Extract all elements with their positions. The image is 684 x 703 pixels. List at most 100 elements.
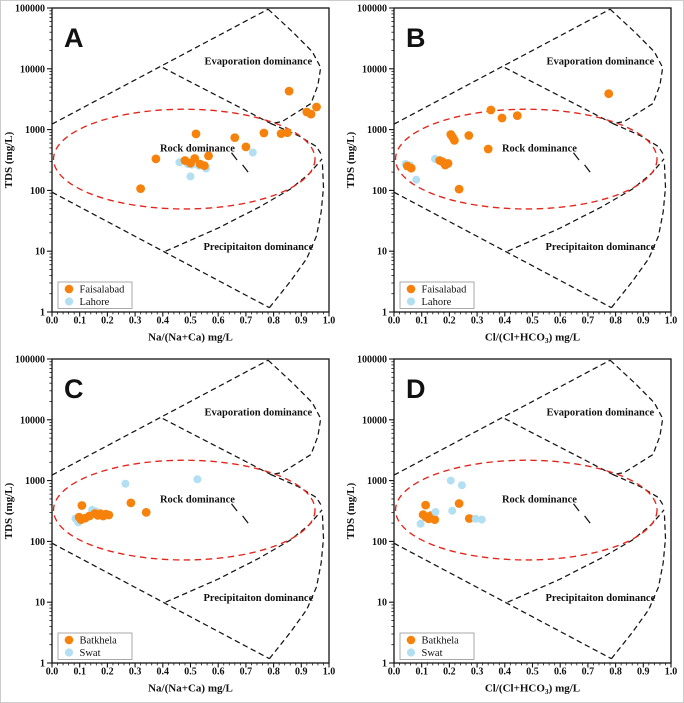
y-axis-tick-label: 10	[35, 247, 45, 258]
x-axis-tick-label: 1.0	[665, 667, 678, 678]
x-axis-tick-label: 0.3	[129, 316, 142, 327]
x-axis-tick-label: 0.9	[637, 316, 650, 327]
rock-dominance-leader-dash	[242, 164, 249, 173]
x-axis-tick-label: 0.1	[415, 316, 428, 327]
data-point-faisalabad	[483, 144, 493, 154]
x-axis-tick-label: 0.6	[554, 667, 567, 678]
y-axis-tick-label: 100	[372, 537, 387, 548]
x-axis-tick-label: 0.1	[73, 667, 86, 678]
data-point-batkhela	[104, 510, 114, 520]
data-point-faisalabad	[241, 142, 251, 152]
y-axis-tick-label: 100000	[15, 4, 45, 15]
gibbs-boundary-line	[51, 191, 270, 309]
x-axis-title: Cl/(Cl+HCO3) mg/L	[485, 683, 580, 697]
panel-d-chart: 0.0 0.1 0.2 0.3 0.4 0.5 0.6 0.7 0.8 0.9 1.0 1 10 100 1…	[345, 355, 678, 697]
data-point-batkhela	[421, 500, 430, 510]
gibbs-boundary-line	[504, 418, 614, 476]
data-point-swat	[416, 519, 425, 528]
y-axis-title: TDS (mg/L)	[345, 482, 357, 539]
y-axis-title: TDS (mg/L)	[345, 131, 357, 188]
data-point-batkhela	[464, 514, 474, 523]
x-axis-tick-label: 0.2	[443, 667, 456, 678]
x-axis-tick-label: 0.0	[46, 316, 59, 327]
y-axis-tick-label: 10	[35, 598, 45, 609]
data-point-faisalabad	[497, 113, 507, 123]
y-axis-tick-label: 10	[377, 247, 387, 258]
gibbs-boundary-line	[507, 158, 665, 252]
annotation-precipitation-dominance: Precipitaiton dominance	[203, 593, 313, 604]
x-axis-tick-label: 0.4	[499, 667, 512, 678]
x-axis-tick-label: 0.9	[295, 667, 308, 678]
annotation-rock-dominance: Rock dominance	[160, 143, 235, 154]
y-axis-tick-label: 10	[377, 598, 387, 609]
x-axis-tick-label: 0.2	[101, 667, 114, 678]
x-axis-tick-label: 0.9	[637, 667, 650, 678]
rock-dominance-leader-dash	[230, 503, 238, 512]
rock-dominance-ellipse	[52, 108, 316, 210]
x-axis-tick-label: 0.6	[212, 316, 225, 327]
data-point-faisalabad	[306, 109, 316, 119]
data-point-batkhela	[454, 499, 464, 508]
data-point-batkhela	[126, 498, 136, 508]
rock-dominance-leader-dash	[584, 515, 591, 524]
gibbs-boundary-line	[270, 122, 323, 157]
legend-swatch-swat	[64, 648, 74, 657]
gibbs-boundary-line	[393, 359, 611, 476]
y-axis-tick-label: 1	[40, 659, 45, 670]
x-axis-tick-label: 0.3	[129, 667, 142, 678]
rock-dominance-ellipse	[394, 108, 658, 210]
data-point-swat	[431, 508, 440, 516]
y-axis-tick-label: 100	[30, 186, 45, 197]
x-axis-tick-label: 0.7	[240, 316, 253, 327]
data-point-faisalabad	[283, 128, 292, 138]
legend-label-faisalabad: Faisalabad	[422, 285, 468, 296]
x-axis-title: Cl/(Cl+HCO3) mg/L	[485, 332, 580, 346]
legend-swatch-swat	[406, 648, 416, 657]
legend-swatch-batkhela	[406, 635, 416, 645]
rock-dominance-ellipse	[394, 459, 658, 561]
legend-label-lahore: Lahore	[422, 297, 452, 308]
gibbs-boundary-line	[51, 542, 270, 660]
data-point-faisalabad	[406, 163, 416, 173]
gibbs-boundary-line	[609, 8, 664, 125]
gibbs-boundary-line	[51, 8, 269, 125]
gibbs-boundary-line	[507, 509, 665, 603]
y-axis-tick-label: 10000	[20, 415, 45, 426]
annotation-rock-dominance: Rock dominance	[502, 494, 577, 505]
x-axis-tick-label: 0.9	[295, 316, 308, 327]
panel-letter: A	[64, 23, 84, 53]
y-axis-tick-label: 10000	[362, 64, 387, 75]
x-axis-tick-label: 0.0	[388, 316, 401, 327]
gibbs-boundary-line	[268, 162, 325, 309]
gibbs-boundary-line	[609, 359, 664, 476]
rock-dominance-leader-dash	[584, 164, 591, 173]
x-axis-tick-label: 0.4	[157, 667, 170, 678]
panel-letter: B	[406, 23, 426, 53]
x-axis-tick-label: 0.7	[582, 667, 595, 678]
x-axis-tick-label: 1.0	[323, 316, 336, 327]
x-axis-tick-label: 0.3	[471, 316, 484, 327]
legend-label-faisalabad: Faisalabad	[80, 285, 126, 296]
gibbs-boundary-line	[504, 67, 614, 125]
gibbs-boundary-line	[165, 158, 323, 252]
data-point-faisalabad	[230, 133, 240, 143]
x-axis-title: Na/(Na+Ca) mg/L	[148, 683, 233, 695]
y-axis-tick-label: 1000	[25, 476, 45, 487]
y-axis-tick-label: 10000	[20, 64, 45, 75]
x-axis-tick-label: 0.0	[46, 667, 59, 678]
data-point-faisalabad	[284, 86, 294, 96]
gibbs-boundary-line	[267, 8, 322, 125]
y-axis-title: TDS (mg/L)	[3, 482, 15, 539]
gibbs-boundary-line	[268, 513, 325, 660]
x-axis-tick-label: 0.1	[415, 667, 428, 678]
data-point-swat	[457, 481, 466, 490]
gibbs-boundary-line	[393, 8, 611, 125]
y-axis-tick-label: 1	[382, 308, 387, 319]
gibbs-boundary-line	[610, 513, 667, 660]
x-axis-tick-label: 0.8	[267, 316, 280, 327]
data-point-swat	[477, 515, 486, 524]
panel-c-chart: 0.0 0.1 0.2 0.3 0.4 0.5 0.6 0.7 0.8 0.9 1.0 1 10 100 1…	[3, 355, 335, 695]
x-axis-tick-label: 0.5	[526, 316, 539, 327]
gibbs-boundary-line	[162, 418, 272, 476]
